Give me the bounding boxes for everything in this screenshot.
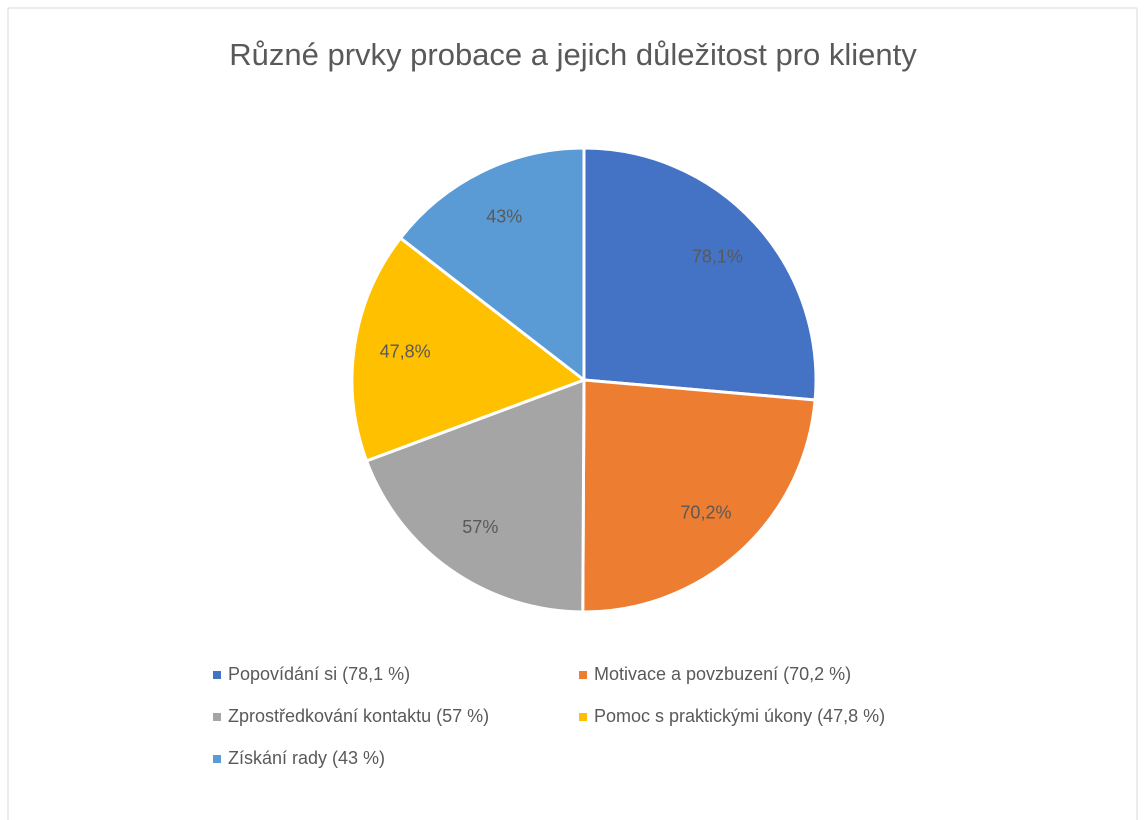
pie-slice [581, 378, 817, 614]
legend-swatch [213, 713, 221, 721]
data-label: 78,1% [692, 246, 743, 266]
legend-label: Získání rady (43 %) [228, 748, 385, 768]
data-label: 43% [486, 206, 522, 226]
pie-slice [398, 146, 586, 384]
legend-label: Zprostředkování kontaktu (57 %) [228, 706, 489, 726]
legend-label: Pomoc s praktickými úkony (47,8 %) [594, 706, 885, 726]
data-label: 70,2% [680, 502, 731, 522]
legend-swatch [579, 671, 587, 679]
data-label: 57% [462, 517, 498, 537]
legend-label: Motivace a povzbuzení (70,2 %) [594, 664, 851, 684]
legend-label: Popovídání si (78,1 %) [228, 664, 410, 684]
legend-swatch [579, 713, 587, 721]
legend-swatch [213, 671, 221, 679]
chart-title: Různé prvky probace a jejich důležitost … [229, 37, 917, 72]
pie-slice [582, 146, 818, 402]
data-label: 47,8% [380, 341, 431, 361]
legend-swatch [213, 755, 221, 763]
pie-slice [350, 235, 588, 463]
pie-slice [364, 377, 586, 614]
